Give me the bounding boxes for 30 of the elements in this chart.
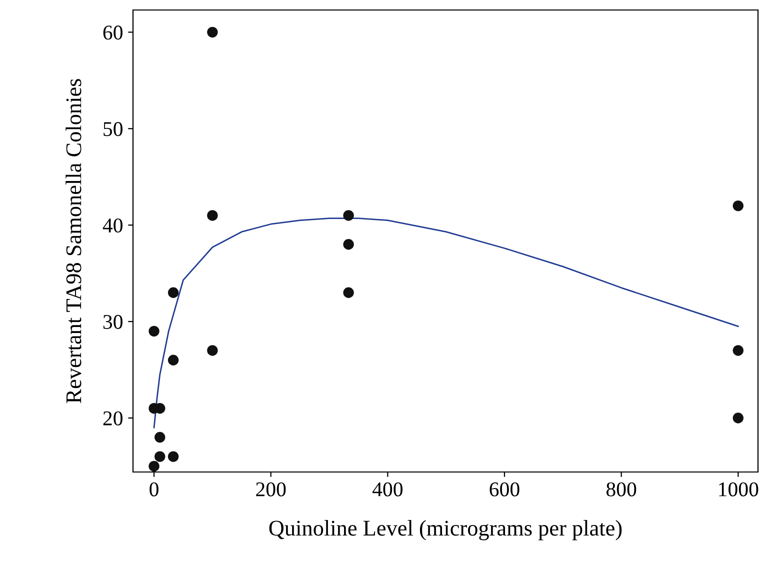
x-tick-label: 1000 — [719, 482, 758, 496]
x-tick-label: 800 — [606, 482, 636, 496]
point — [207, 26, 218, 38]
point — [343, 287, 354, 298]
point — [732, 412, 744, 424]
x-tick-label: 0 — [150, 482, 158, 496]
point — [207, 210, 218, 221]
point — [154, 432, 166, 443]
point — [148, 326, 160, 337]
y-tick-label: 20 — [103, 411, 122, 426]
line-series — [153, 218, 739, 428]
point — [168, 287, 179, 298]
x-tick-label: 600 — [490, 482, 520, 496]
point — [732, 345, 744, 356]
y-tick-label: 60 — [103, 26, 122, 40]
x-tick-label: 200 — [256, 482, 286, 496]
y-tick-label: 40 — [102, 218, 122, 233]
point — [148, 460, 160, 472]
point — [168, 451, 179, 462]
point — [732, 200, 744, 212]
point — [343, 210, 354, 221]
x-tick-label: 400 — [372, 482, 403, 496]
y-tick-label: 50 — [104, 122, 122, 136]
point — [207, 345, 218, 356]
point — [168, 354, 179, 366]
point — [343, 239, 354, 250]
y-axis-title: Revertant TA98 Samonella Colonies — [66, 79, 82, 404]
y-tick-label: 30 — [103, 314, 122, 329]
x-axis-title: Quinoline Level (micrograms per plate) — [269, 520, 622, 540]
point — [154, 451, 166, 462]
